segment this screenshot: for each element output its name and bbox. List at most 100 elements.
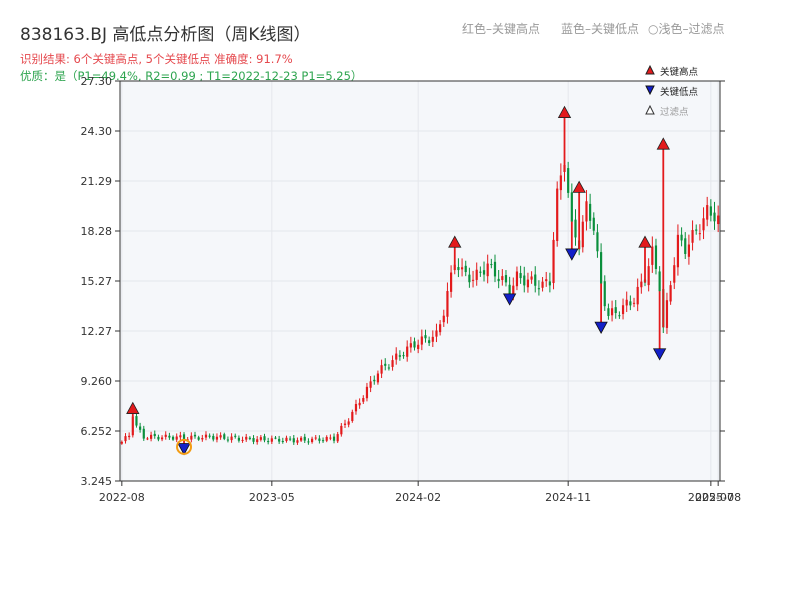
- candle-body: [307, 441, 310, 443]
- candle-body: [479, 271, 482, 273]
- candle-body: [321, 440, 325, 442]
- candle-body: [417, 344, 420, 350]
- candle-body: [270, 438, 273, 442]
- candle-body: [219, 435, 222, 438]
- candle-body: [190, 435, 193, 440]
- candle-body: [160, 437, 164, 440]
- y-tick-label: 21.29: [81, 175, 113, 188]
- candle-body: [365, 386, 369, 399]
- candle-body: [234, 435, 237, 437]
- legend-low-label: 关键低点: [660, 86, 699, 98]
- candle-body: [585, 201, 588, 222]
- candle-body: [252, 438, 255, 442]
- candle-body: [632, 302, 636, 304]
- candle-body: [351, 411, 354, 422]
- candle-body: [300, 437, 303, 441]
- candle-body: [175, 436, 178, 440]
- candle-body: [537, 288, 540, 290]
- key-high-marker: [638, 235, 652, 248]
- candle-body: [285, 437, 288, 442]
- candle-body: [310, 438, 314, 443]
- candle-body: [369, 381, 372, 388]
- candle-body: [629, 301, 632, 306]
- candle-body: [406, 346, 409, 357]
- candle-body: [182, 434, 186, 439]
- candle-body: [647, 266, 650, 286]
- key-low-marker: [594, 321, 608, 334]
- candle-body: [534, 274, 537, 286]
- candle-body: [201, 437, 204, 440]
- candle-body: [179, 435, 182, 438]
- candle-body: [215, 436, 219, 440]
- candle-body: [237, 437, 240, 441]
- candle-body: [248, 437, 251, 439]
- candle-body: [600, 252, 603, 284]
- candle-body: [208, 435, 211, 437]
- candle-body: [669, 285, 672, 302]
- chart-title: 838163.BJ 高低点分析图（周K线图）: [20, 25, 311, 45]
- candle-body: [332, 436, 336, 441]
- candles: [120, 117, 720, 445]
- candle-body: [607, 308, 610, 316]
- candle-body: [610, 308, 614, 316]
- candle-body: [431, 336, 434, 342]
- triangle-down-icon: [645, 85, 655, 96]
- candle-body: [563, 164, 566, 172]
- candle-body: [153, 433, 156, 437]
- candle-body: [592, 217, 595, 231]
- candle-body: [329, 437, 332, 439]
- result-line: 识别结果: 6个关键高点, 5个关键低点 准确度: 91.7%: [20, 52, 293, 66]
- key-low-marker: [502, 293, 517, 306]
- candle-body: [391, 360, 394, 367]
- candle-body: [457, 267, 460, 271]
- candle-body: [336, 434, 339, 442]
- candle-body: [171, 436, 175, 440]
- candle-body: [343, 423, 347, 425]
- candle-body: [691, 230, 694, 243]
- y-tick-label: 3.245: [81, 475, 113, 488]
- candle-body: [665, 300, 669, 328]
- candle-body: [658, 271, 661, 292]
- candle-body: [340, 425, 343, 435]
- candle-body: [398, 355, 401, 357]
- candle-body: [120, 441, 123, 444]
- candle-body: [713, 212, 716, 222]
- candle-body: [439, 324, 442, 333]
- key-low-marker: [565, 248, 579, 261]
- key-high-marker: [557, 105, 572, 118]
- candle-body: [530, 276, 533, 280]
- candle-body: [446, 291, 449, 317]
- candle-body: [413, 341, 416, 348]
- y-tick-label: 18.28: [81, 225, 113, 238]
- y-tick-label: 9.260: [81, 375, 113, 388]
- candle-body: [193, 434, 197, 437]
- candle-body: [212, 435, 215, 440]
- candle-body: [552, 239, 555, 284]
- key-low-marker: [652, 348, 667, 361]
- candle-body: [706, 205, 709, 220]
- candle-body: [409, 343, 412, 348]
- candle-body: [589, 203, 592, 221]
- candle-body: [128, 435, 131, 438]
- candle-body: [168, 435, 171, 438]
- candle-body: [424, 335, 427, 339]
- candle-body: [303, 436, 306, 441]
- candle-body: [245, 436, 248, 440]
- candle-body: [267, 441, 270, 443]
- candle-body: [471, 279, 475, 281]
- candle-body: [395, 353, 398, 360]
- candle-body: [504, 275, 508, 283]
- candle-body: [515, 271, 519, 287]
- candle-body: [384, 363, 387, 366]
- candle-body: [501, 276, 504, 281]
- candle-body: [497, 278, 500, 282]
- candle-body: [614, 307, 617, 314]
- candle-body: [673, 265, 676, 283]
- candle-body: [150, 434, 153, 439]
- candle-body: [698, 233, 701, 235]
- candle-body: [387, 367, 390, 369]
- candle-body: [296, 440, 299, 443]
- candle-body: [226, 439, 230, 441]
- candle-body: [376, 373, 380, 383]
